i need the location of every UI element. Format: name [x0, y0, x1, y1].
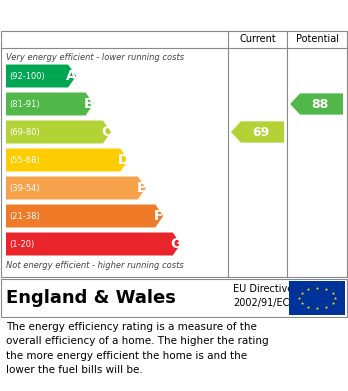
Polygon shape	[6, 120, 111, 143]
Polygon shape	[6, 65, 76, 88]
Text: D: D	[118, 153, 129, 167]
Polygon shape	[6, 233, 181, 255]
Text: G: G	[170, 237, 182, 251]
Text: (21-38): (21-38)	[9, 212, 40, 221]
Text: (81-91): (81-91)	[9, 99, 40, 108]
Text: Not energy efficient - higher running costs: Not energy efficient - higher running co…	[6, 260, 184, 269]
Text: 69: 69	[252, 126, 269, 138]
Text: (92-100): (92-100)	[9, 72, 45, 81]
Bar	[289, 281, 345, 315]
Text: (69-80): (69-80)	[9, 127, 40, 136]
Text: EU Directive
2002/91/EC: EU Directive 2002/91/EC	[233, 284, 293, 308]
Text: Energy Efficiency Rating: Energy Efficiency Rating	[60, 6, 288, 24]
Text: (39-54): (39-54)	[9, 183, 40, 192]
Polygon shape	[6, 204, 163, 228]
Text: A: A	[66, 69, 77, 83]
Text: The energy efficiency rating is a measure of the
overall efficiency of a home. T: The energy efficiency rating is a measur…	[6, 322, 269, 375]
Polygon shape	[290, 93, 343, 115]
Text: (55-68): (55-68)	[9, 156, 40, 165]
Polygon shape	[6, 149, 128, 172]
Polygon shape	[231, 121, 284, 143]
Text: 88: 88	[311, 97, 328, 111]
Text: (1-20): (1-20)	[9, 240, 34, 249]
Text: Very energy efficient - lower running costs: Very energy efficient - lower running co…	[6, 52, 184, 61]
Text: F: F	[154, 209, 163, 223]
Text: C: C	[101, 125, 111, 139]
Text: England & Wales: England & Wales	[6, 289, 176, 307]
Text: B: B	[84, 97, 94, 111]
Text: Potential: Potential	[296, 34, 339, 44]
Text: Current: Current	[239, 34, 276, 44]
Polygon shape	[6, 93, 94, 115]
Text: E: E	[136, 181, 146, 195]
Polygon shape	[6, 176, 146, 199]
